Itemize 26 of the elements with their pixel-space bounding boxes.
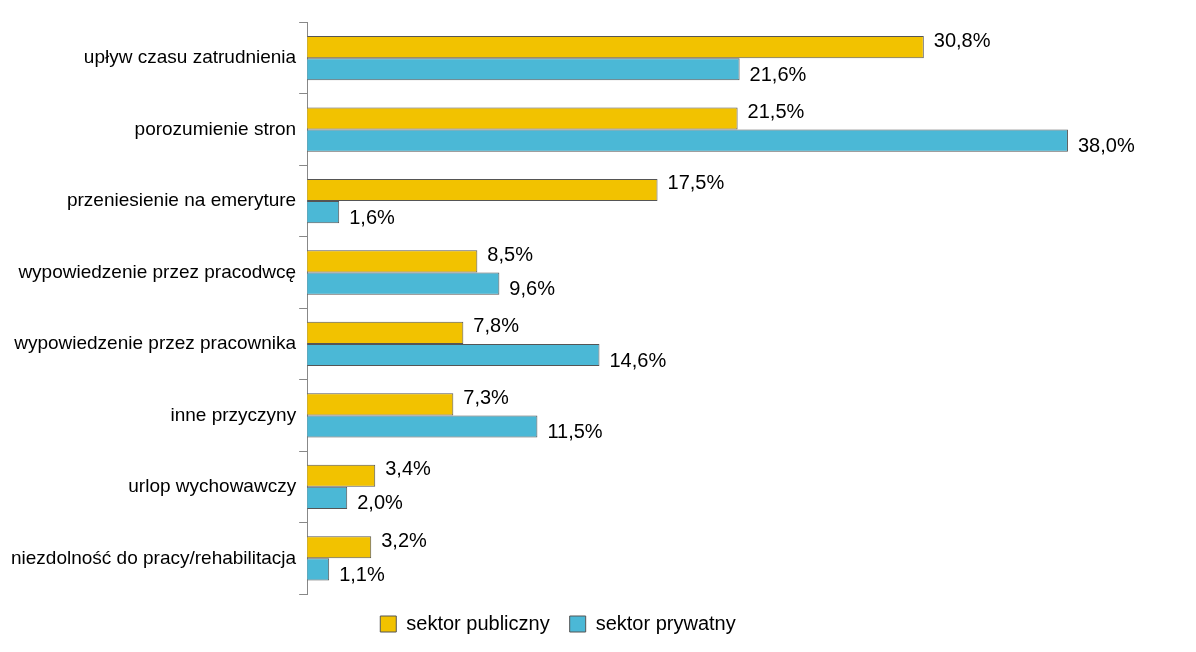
- data-label: 14,6%: [609, 348, 667, 371]
- data-label: 21,6%: [749, 62, 807, 85]
- data-label: 1,1%: [339, 562, 385, 585]
- data-label: 30,8%: [933, 28, 991, 51]
- data-label: 9,6%: [509, 277, 556, 300]
- data-label: 21,5%: [747, 100, 805, 123]
- y-tick-label: porozumienie stron: [134, 117, 297, 139]
- y-tick-label: wypowiedzenie przez pracownika: [13, 332, 297, 354]
- data-label: 7,3%: [463, 385, 510, 408]
- data-label: 3,4%: [385, 457, 432, 480]
- data-label: 38,0%: [1077, 134, 1135, 157]
- y-tick-label: niezdolność do pracy/rehabilitacja: [11, 546, 297, 568]
- data-label: 8,5%: [487, 242, 534, 265]
- y-tick-label: przeniesienie na emeryture: [66, 189, 297, 211]
- y-tick-label: inne przyczyny: [170, 403, 297, 425]
- y-tick-label: upływ czasu zatrudnienia: [83, 46, 297, 68]
- data-label: 3,2%: [381, 528, 428, 551]
- y-tick-label: urlop wychowawczy: [128, 475, 297, 497]
- legend-label: sektor prywatny: [595, 611, 736, 634]
- legend-label: sektor publiczny: [406, 611, 550, 634]
- data-label: 17,5%: [667, 171, 725, 194]
- data-label: 11,5%: [547, 419, 603, 442]
- data-label: 2,0%: [357, 491, 404, 514]
- y-tick-label: wypowiedzenie przez pracodwcę: [17, 260, 297, 282]
- data-label: 7,8%: [473, 314, 520, 337]
- data-label: 1,6%: [349, 205, 395, 228]
